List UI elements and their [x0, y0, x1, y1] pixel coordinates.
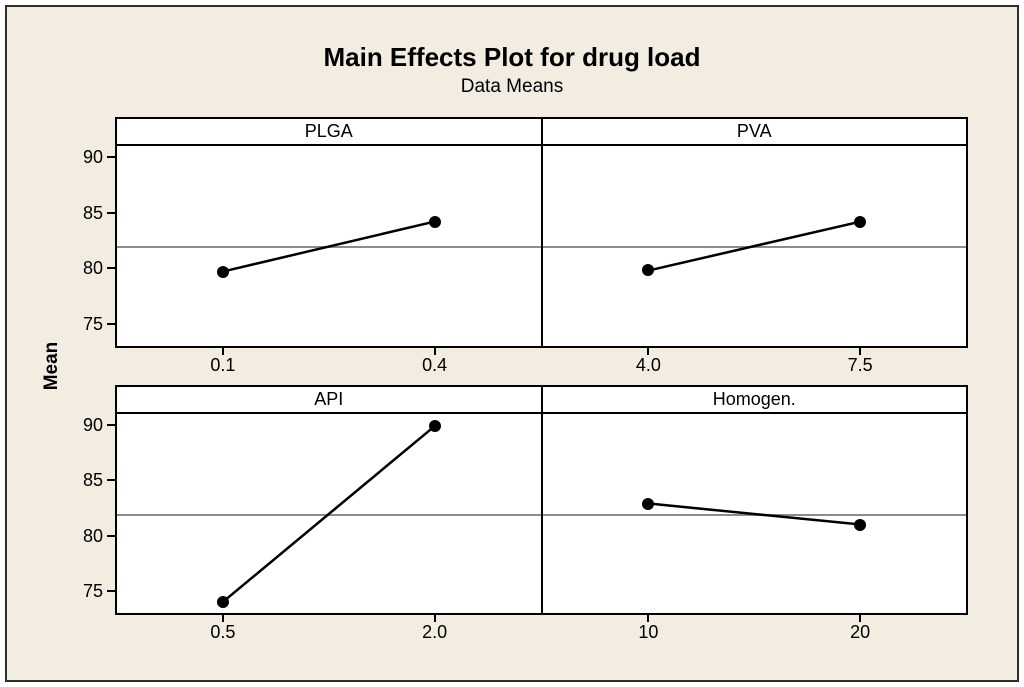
y-axis-title: Mean	[41, 341, 62, 391]
panel-api: API 0.5 2.0 90 85 80 75	[83, 387, 541, 642]
effect-line	[543, 146, 967, 346]
panel-label-pva: PVA	[542, 119, 966, 146]
x-tick-label: 20	[850, 622, 871, 642]
data-point	[642, 497, 655, 510]
data-point	[428, 420, 441, 433]
x-tick-label: 2.0	[422, 622, 448, 642]
panel-label-plga: PLGA	[117, 119, 541, 146]
data-point	[428, 215, 441, 228]
data-point	[216, 265, 229, 278]
panel-row-top: PLGA 0.1 0.4 90 85 80 75 PVA 4.0 7.5	[83, 117, 968, 375]
panel-homogen: Homogen. 10 20	[540, 387, 967, 642]
plot-area-pva: 4.0 7.5	[542, 146, 967, 375]
data-point	[854, 518, 867, 531]
panel-label-api: API	[117, 387, 541, 414]
x-tick-mark	[647, 348, 650, 355]
y-tick-label: 80	[82, 525, 103, 546]
y-tick-mark	[107, 322, 115, 325]
effect-line	[117, 414, 541, 613]
chart-subtitle: Data Means	[460, 76, 564, 97]
panel-row-bottom: API 0.5 2.0 90 85 80 75 Homogen. 10 20	[83, 385, 968, 642]
data-point	[854, 215, 867, 228]
x-tick-mark	[647, 615, 650, 622]
chart-title: Main Effects Plot for drug load	[323, 42, 701, 72]
panel-plga: PLGA 0.1 0.4 90 85 80 75	[83, 119, 541, 375]
x-tick-mark	[221, 615, 224, 622]
data-point	[642, 264, 655, 277]
x-tick-label: 4.0	[635, 355, 661, 375]
panel-label-homogen: Homogen.	[542, 387, 966, 414]
data-point	[216, 595, 229, 608]
y-tick-mark	[107, 211, 115, 214]
y-tick-mark	[107, 589, 115, 592]
x-tick-label: 7.5	[847, 355, 873, 375]
y-tick-label: 75	[82, 580, 103, 601]
plot-area-homogen: 10 20	[542, 414, 967, 642]
x-tick-mark	[433, 348, 436, 355]
y-tick-mark	[107, 156, 115, 159]
x-tick-mark	[433, 615, 436, 622]
x-tick-mark	[221, 348, 224, 355]
y-tick-label: 85	[82, 470, 103, 491]
x-tick-label: 0.1	[210, 355, 236, 375]
panel-pva: PVA 4.0 7.5	[540, 119, 967, 375]
plot-area-api: 0.5 2.0 90 85 80 75	[83, 414, 541, 642]
plot-area-plga: 0.1 0.4 90 85 80 75	[83, 146, 541, 375]
y-tick-mark	[107, 534, 115, 537]
y-tick-label: 80	[82, 258, 103, 279]
y-tick-label: 90	[82, 147, 103, 168]
y-tick-label: 85	[82, 202, 103, 223]
y-tick-mark	[107, 424, 115, 427]
x-tick-label: 0.4	[422, 355, 448, 375]
y-tick-label: 90	[82, 415, 103, 436]
y-tick-mark	[107, 267, 115, 270]
effect-line	[543, 414, 967, 613]
x-tick-label: 0.5	[210, 622, 236, 642]
x-tick-mark	[859, 348, 862, 355]
y-tick-label: 75	[82, 313, 103, 334]
x-tick-label: 10	[638, 622, 659, 642]
effect-line	[117, 146, 541, 346]
y-tick-mark	[107, 479, 115, 482]
x-tick-mark	[859, 615, 862, 622]
